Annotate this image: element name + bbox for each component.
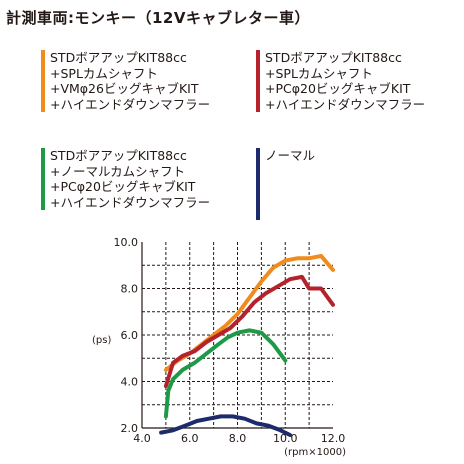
y-tick-label: 6.0 (121, 329, 139, 342)
series-line-navy (159, 414, 292, 437)
series-line-red (163, 274, 335, 389)
x-tick-label: 8.0 (229, 432, 247, 445)
x-tick-label: 4.0 (133, 432, 151, 445)
legend-line: +SPLカムシャフト (50, 65, 158, 81)
chart-series (159, 253, 335, 437)
legend-line: +VMφ26ビッグキャブKIT (50, 81, 199, 96)
y-tick-label: 2.0 (121, 422, 139, 435)
x-tick-label: 12.0 (321, 432, 346, 445)
series-line-green (163, 328, 288, 419)
x-tick-label: 6.0 (181, 432, 199, 445)
y-tick-label: 4.0 (121, 376, 139, 389)
legend-entry-red: STDボアアップKIT88cc +SPLカムシャフト +PCφ20ビッグキャブK… (256, 50, 425, 112)
legend-line: +PCφ20ビッグキャブKIT (265, 81, 411, 96)
legend-entry-navy: ノーマル (256, 148, 315, 220)
y-tick-label: 10.0 (114, 236, 139, 249)
legend-line: ノーマル (265, 148, 316, 163)
legend-entry-green: STDボアアップKIT88cc +ノーマルカムシャフト +PCφ20ビッグキャブ… (41, 148, 210, 210)
x-tick-label: 10.0 (273, 432, 298, 445)
chart-grid (142, 242, 333, 428)
legend-line: +ハイエンドダウンマフラー (265, 96, 426, 112)
legend-line: +ハイエンドダウンマフラー (50, 194, 211, 210)
chart-labels: 2.04.06.08.010.04.0 6.0 8.0 10.0 12.0(ps)(rp… (92, 236, 346, 458)
y-tick-label: 8.0 (121, 283, 139, 296)
legend-line: +ノーマルカムシャフト (50, 163, 186, 179)
legend-line: STDボアアップKIT88cc (50, 50, 187, 65)
legend-line: STDボアアップKIT88cc (50, 148, 187, 163)
legend-line: +SPLカムシャフト (265, 65, 373, 81)
page-title: 計測車両:モンキー（12Vキャブレター車） (6, 9, 310, 27)
y-axis-label: (ps) (92, 335, 111, 346)
legend-entry-orange: STDボアアップKIT88cc +SPLカムシャフト +VMφ26ビッグキャブK… (41, 50, 210, 112)
legend-line: +ハイエンドダウンマフラー (50, 96, 211, 112)
x-axis-label: (rpm×1000) (284, 447, 346, 458)
legend-line: STDボアアップKIT88cc (265, 50, 402, 65)
legend-line: +PCφ20ビッグキャブKIT (50, 179, 196, 194)
